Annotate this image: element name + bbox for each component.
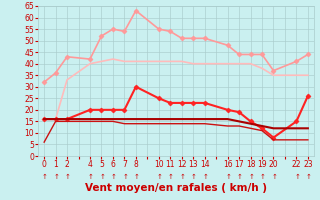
Text: $\uparrow$: $\uparrow$ <box>155 171 163 181</box>
Text: $\uparrow$: $\uparrow$ <box>201 171 209 181</box>
Text: $\uparrow$: $\uparrow$ <box>178 171 186 181</box>
Text: $\uparrow$: $\uparrow$ <box>121 171 128 181</box>
Text: $\uparrow$: $\uparrow$ <box>166 171 174 181</box>
Text: $\uparrow$: $\uparrow$ <box>292 171 300 181</box>
Text: $\uparrow$: $\uparrow$ <box>269 171 277 181</box>
Text: $\uparrow$: $\uparrow$ <box>235 171 243 181</box>
X-axis label: Vent moyen/en rafales ( km/h ): Vent moyen/en rafales ( km/h ) <box>85 183 267 193</box>
Text: $\uparrow$: $\uparrow$ <box>63 171 71 181</box>
Text: $\uparrow$: $\uparrow$ <box>304 171 312 181</box>
Text: $\uparrow$: $\uparrow$ <box>109 171 117 181</box>
Text: $\uparrow$: $\uparrow$ <box>258 171 266 181</box>
Text: $\uparrow$: $\uparrow$ <box>132 171 140 181</box>
Text: $\uparrow$: $\uparrow$ <box>86 171 94 181</box>
Text: $\uparrow$: $\uparrow$ <box>52 171 60 181</box>
Text: $\uparrow$: $\uparrow$ <box>40 171 48 181</box>
Text: $\uparrow$: $\uparrow$ <box>247 171 254 181</box>
Text: $\uparrow$: $\uparrow$ <box>224 171 231 181</box>
Text: $\uparrow$: $\uparrow$ <box>98 171 105 181</box>
Text: $\uparrow$: $\uparrow$ <box>189 171 197 181</box>
